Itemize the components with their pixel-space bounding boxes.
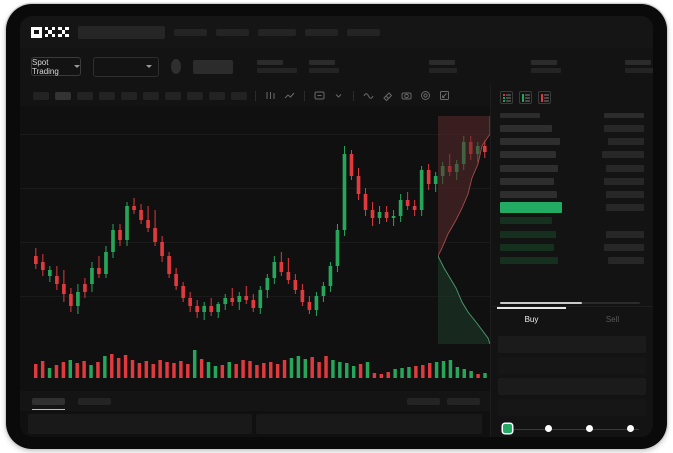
nav-item-1[interactable] [174,28,207,36]
orderbook-row-bid[interactable] [500,230,644,239]
orderbook-row-ask[interactable] [500,137,644,146]
volume-histogram [34,350,487,378]
chart-toolbar [20,85,490,106]
ticker-stat-3 [429,60,457,73]
timeframe-button-10[interactable] [231,91,247,100]
slider-handle[interactable] [503,424,512,433]
chevron-down-icon [73,65,80,68]
last-price-value [193,59,233,74]
ticker-stat-2 [309,60,339,73]
coin-avatar [171,59,182,74]
logo-o-icon [31,26,42,38]
orderbook-row-bid[interactable] [500,243,644,252]
orderbook-trade-panel: Buy Sell [490,85,653,437]
logo-x-icon [58,26,69,38]
order-type-field[interactable] [498,336,646,353]
slider-step-25[interactable] [545,425,552,432]
timeframe-button-3[interactable] [77,91,93,100]
price-field[interactable] [498,357,646,374]
eraser-icon[interactable] [381,89,394,102]
trading-pair-selector[interactable] [92,56,160,77]
orderbook-bids-icon[interactable] [519,91,532,104]
timeframe-button-5[interactable] [121,91,137,100]
camera-icon[interactable] [400,89,413,102]
slider-step-50[interactable] [586,425,593,432]
tablet-device-frame: Spot Trading [6,4,667,449]
okx-logo[interactable] [31,26,69,38]
orders-action-1[interactable] [407,397,440,405]
amount-field[interactable] [498,378,646,395]
trading-mode-selector[interactable]: Spot Trading [31,57,81,76]
price-chart-pane[interactable] [20,106,490,391]
orders-toolbar-actions [407,397,480,405]
slider-track [505,429,639,431]
orderbook-spread-row[interactable] [500,202,644,214]
candlestick-type-icon[interactable] [264,89,277,102]
orderbook-list[interactable] [491,113,653,306]
buy-sell-tabs: Buy Sell [491,306,653,332]
app-screen: Spot Trading [20,16,653,437]
nav-item-2[interactable] [216,28,249,36]
depth-chart-overlay [438,116,490,344]
fullscreen-icon[interactable] [438,89,451,102]
orderbook-row-bid[interactable] [500,256,644,265]
line-type-icon[interactable] [283,89,296,102]
orders-panel-right[interactable] [256,414,482,434]
ticker-stat-1 [257,60,297,73]
toolbar-divider [353,90,354,101]
order-form-fields [491,332,653,416]
timeframe-button-9[interactable] [209,91,225,100]
orderbook-both-icon[interactable] [500,91,513,104]
nav-item-4[interactable] [305,28,338,36]
candlestick-series [34,136,487,320]
orderbook-row-ask[interactable] [500,164,644,173]
chevron-down-icon[interactable] [332,89,345,102]
orderbook-row-ask[interactable] [500,124,644,133]
search-input[interactable] [78,25,165,39]
toolbar-divider [304,90,305,101]
indicators-icon[interactable] [313,89,326,102]
orderbook-asks-icon[interactable] [538,91,551,104]
chevron-down-icon [146,65,153,68]
total-field[interactable] [498,399,646,416]
amount-percent-slider[interactable] [501,422,643,437]
nav-item-3[interactable] [258,28,296,36]
wave-indicator-icon[interactable] [362,89,375,102]
tab-open-orders[interactable] [32,397,65,410]
tab-sell[interactable]: Sell [605,315,620,324]
orderbook-layout-toggles [491,85,653,109]
orderbook-row-ask[interactable] [500,190,644,199]
orders-tabbar [20,391,490,411]
orders-action-2[interactable] [447,397,480,405]
ticker-stat-4 [531,60,561,73]
orderbook-row-bid[interactable] [500,216,644,225]
timeframe-button-2[interactable] [55,91,71,100]
ticker-stat-5 [625,60,653,73]
timeframe-button-4[interactable] [99,91,115,100]
orderbook-row-ask[interactable] [500,150,644,159]
timeframe-button-1[interactable] [33,91,49,100]
market-ticker-bar: Spot Trading [20,48,653,85]
tab-order-history[interactable] [78,397,111,405]
timeframe-button-8[interactable] [187,91,203,100]
trading-mode-label: Spot Trading [32,57,59,76]
top-navigation-bar [20,16,653,48]
tab-buy[interactable]: Buy [491,307,572,332]
logo-k-icon [44,26,56,38]
timeframe-button-7[interactable] [165,91,181,100]
orders-panel-left[interactable] [28,414,252,434]
orderbook-header [500,113,644,118]
settings-gear-icon[interactable] [419,89,432,102]
slider-step-75[interactable] [627,425,634,432]
orderbook-scrollbar[interactable] [500,302,640,304]
orders-content-area [20,411,490,437]
toolbar-divider [255,90,256,101]
orderbook-row-ask[interactable] [500,177,644,186]
timeframe-button-6[interactable] [143,91,159,100]
nav-item-5[interactable] [347,28,380,36]
chart-gridlines [20,106,490,391]
